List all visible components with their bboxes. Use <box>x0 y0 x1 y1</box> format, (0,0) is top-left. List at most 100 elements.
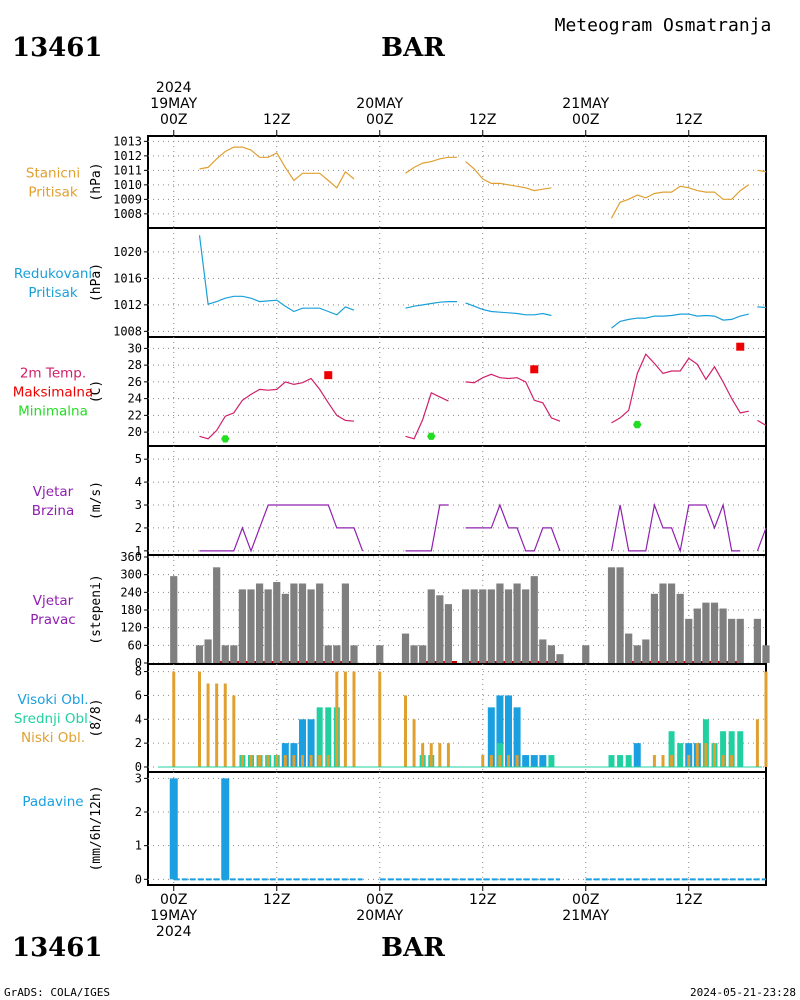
direction-bar <box>667 583 676 663</box>
panel-frame <box>147 445 767 556</box>
cloud-bar <box>720 731 727 767</box>
city-name: BAR <box>381 33 445 63</box>
cloud-bar <box>713 743 716 767</box>
x-tick-label: 21MAY <box>562 908 609 924</box>
series-line <box>465 161 552 192</box>
panel-label: Redukovani <box>14 266 92 282</box>
cloud-bar <box>498 755 502 767</box>
direction-bar <box>470 589 478 663</box>
direction-bar <box>736 618 744 663</box>
panel-label: Padavine <box>22 794 83 810</box>
cloud-bar <box>668 731 675 767</box>
direction-bar <box>410 645 418 663</box>
direction-bar <box>693 608 701 663</box>
direction-bar <box>461 589 470 663</box>
direction-bar <box>753 618 762 663</box>
panel-5: 0 2 4 6 8 (8/8)Visoki Obl. Srednji Obl. Niski O… <box>14 663 768 774</box>
y-axis-label: (C) <box>89 380 104 403</box>
cloud-bar <box>539 755 547 767</box>
direction-bar <box>204 639 212 663</box>
y-tick-label: 1011 <box>113 163 142 177</box>
cloud-bar <box>299 719 306 767</box>
series-line <box>198 235 355 316</box>
footer-right: 2024-05-21-23:28 <box>690 986 796 999</box>
direction-bar <box>702 602 710 663</box>
cloud-bar <box>652 755 656 767</box>
y-tick-label: 300 <box>120 568 142 582</box>
direction-bar <box>522 589 530 663</box>
panel-4: 0 60 120 180 240 300 360 (stepeni) Vjetar Pravac <box>30 550 770 670</box>
city-name-bottom: BAR <box>381 933 445 963</box>
series-line <box>405 156 457 174</box>
y-tick-label: 1009 <box>113 192 142 206</box>
chart-subtitle: Meteogram Osmatranja <box>555 15 772 36</box>
cloud-bar <box>633 743 641 767</box>
x-tick-label: 20MAY <box>356 96 403 112</box>
cloud-bar <box>404 695 407 767</box>
panel-label: Maksimalna <box>13 385 94 401</box>
direction-bar <box>487 589 495 663</box>
x-tick-label: 00Z <box>160 892 187 908</box>
direction-bar <box>710 602 719 663</box>
x-tick-label: 00Z <box>160 112 187 128</box>
direction-bar <box>401 633 410 663</box>
direction-bar <box>513 583 521 663</box>
panel-frame <box>147 336 767 447</box>
direction-bar <box>255 583 264 663</box>
panel-3: 1 2 3 4 5 (m/s) Vjetar Brzina <box>32 445 767 558</box>
direction-bar <box>616 567 624 663</box>
cloud-bar <box>730 755 734 767</box>
cloud-bar <box>266 755 270 767</box>
direction-bar <box>376 645 384 663</box>
y-tick-label: 1020 <box>113 245 142 259</box>
min-temp-marker <box>221 435 230 443</box>
x-tick-label: 12Z <box>675 892 702 908</box>
y-tick-label: 0 <box>135 760 142 774</box>
direction-bar <box>633 645 641 663</box>
x-tick-label: 19MAY <box>150 908 197 924</box>
direction-bar <box>247 589 255 663</box>
cloud-bar <box>625 755 632 767</box>
y-tick-label: 1008 <box>113 207 142 221</box>
cloud-bar <box>240 755 244 767</box>
direction-bar <box>264 589 272 663</box>
cloud-bar <box>513 707 521 767</box>
direction-bar <box>676 593 684 663</box>
x-tick-label: 12Z <box>469 892 496 908</box>
cloud-bar <box>481 755 485 767</box>
y-tick-label: 28 <box>128 358 142 372</box>
panel-label: Pritisak <box>28 285 78 301</box>
y-tick-label: 24 <box>128 392 142 406</box>
x-tick-label: 12Z <box>675 112 702 128</box>
direction-bar <box>547 645 556 663</box>
cloud-bar <box>172 671 176 767</box>
panel-6: 0 1 2 3 (mm/6h/12h) Padavine <box>22 771 767 886</box>
direction-bar <box>316 583 324 663</box>
y-axis-label: (stepeni) <box>89 574 104 644</box>
series-line <box>611 353 749 424</box>
series-line <box>199 146 355 189</box>
direction-bar <box>479 589 487 663</box>
y-tick-label: 0 <box>135 872 142 886</box>
direction-bar <box>504 589 513 663</box>
cloud-bar <box>530 755 538 767</box>
cloud-bar <box>496 695 504 767</box>
x-tick-label: 00Z <box>572 892 599 908</box>
direction-bar <box>213 567 221 663</box>
series-line <box>756 527 767 552</box>
y-tick-label: 1 <box>135 544 142 558</box>
cloud-bar <box>301 755 304 767</box>
direction-bar <box>273 582 281 663</box>
panel-label: Minimalna <box>18 404 88 420</box>
panel-frame <box>147 227 767 338</box>
y-axis-label: (mm/6h/12h) <box>89 785 104 871</box>
y-tick-label: 22 <box>128 408 142 422</box>
y-tick-label: 2 <box>135 805 142 819</box>
direction-bar <box>170 576 178 663</box>
x-tick-label: 21MAY <box>562 96 609 112</box>
y-axis-label: (m/s) <box>89 481 104 520</box>
x-tick-label: 12Z <box>263 112 290 128</box>
footer-left: GrADS: COLA/IGES <box>4 986 110 999</box>
